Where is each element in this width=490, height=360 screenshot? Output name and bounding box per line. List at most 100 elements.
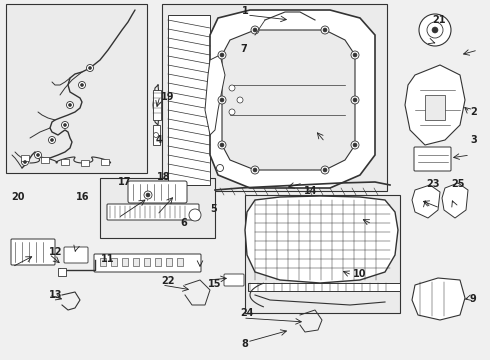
Polygon shape xyxy=(222,30,355,170)
Text: 7: 7 xyxy=(240,44,247,54)
Circle shape xyxy=(64,123,67,126)
Bar xyxy=(101,159,109,165)
Text: 17: 17 xyxy=(118,177,131,187)
Circle shape xyxy=(220,98,224,102)
Text: 8: 8 xyxy=(242,339,248,349)
FancyBboxPatch shape xyxy=(107,204,199,220)
Circle shape xyxy=(36,153,40,157)
Bar xyxy=(21,155,29,161)
Bar xyxy=(144,258,150,266)
Circle shape xyxy=(321,26,329,34)
Polygon shape xyxy=(168,15,210,185)
Circle shape xyxy=(353,98,357,102)
Circle shape xyxy=(218,96,226,104)
Circle shape xyxy=(89,67,92,69)
Bar xyxy=(111,258,117,266)
Polygon shape xyxy=(245,196,398,283)
Bar xyxy=(155,258,161,266)
Text: 5: 5 xyxy=(211,204,218,214)
Text: 4: 4 xyxy=(156,135,163,145)
Circle shape xyxy=(253,168,257,172)
Circle shape xyxy=(34,152,42,158)
Bar xyxy=(100,178,215,238)
Circle shape xyxy=(321,166,329,174)
Circle shape xyxy=(146,193,150,197)
Text: 10: 10 xyxy=(353,269,367,279)
Circle shape xyxy=(218,141,226,149)
Circle shape xyxy=(353,53,357,57)
Bar xyxy=(81,160,89,166)
Text: 6: 6 xyxy=(180,218,187,228)
Circle shape xyxy=(253,28,257,32)
Circle shape xyxy=(353,143,357,147)
Circle shape xyxy=(351,96,359,104)
Circle shape xyxy=(69,104,72,107)
FancyBboxPatch shape xyxy=(414,147,451,171)
Text: 2: 2 xyxy=(470,107,477,117)
Circle shape xyxy=(323,28,327,32)
Circle shape xyxy=(323,168,327,172)
Text: 19: 19 xyxy=(161,92,174,102)
Bar xyxy=(166,258,172,266)
Circle shape xyxy=(220,143,224,147)
Text: 9: 9 xyxy=(469,294,476,304)
Circle shape xyxy=(229,109,235,115)
Text: 18: 18 xyxy=(157,172,171,182)
Bar xyxy=(248,283,400,291)
Bar xyxy=(245,195,400,313)
Circle shape xyxy=(217,165,223,171)
Circle shape xyxy=(144,191,152,199)
FancyBboxPatch shape xyxy=(64,247,88,263)
Bar xyxy=(162,4,387,191)
Polygon shape xyxy=(205,55,225,135)
Text: 12: 12 xyxy=(49,247,63,257)
Circle shape xyxy=(251,26,259,34)
Text: 1: 1 xyxy=(242,6,248,16)
FancyBboxPatch shape xyxy=(128,181,187,203)
Circle shape xyxy=(49,136,55,144)
Bar xyxy=(61,159,69,165)
Text: 22: 22 xyxy=(162,276,175,286)
Text: 15: 15 xyxy=(208,279,222,289)
Circle shape xyxy=(153,132,158,138)
Bar xyxy=(177,258,183,266)
FancyBboxPatch shape xyxy=(224,274,244,286)
Circle shape xyxy=(78,81,85,89)
Circle shape xyxy=(251,166,259,174)
Text: 11: 11 xyxy=(100,254,114,264)
Bar xyxy=(153,90,161,120)
Text: 24: 24 xyxy=(240,308,254,318)
Circle shape xyxy=(419,14,451,46)
Circle shape xyxy=(351,51,359,59)
Bar xyxy=(153,125,160,145)
Circle shape xyxy=(87,64,94,72)
Circle shape xyxy=(50,139,53,141)
Circle shape xyxy=(237,97,243,103)
Text: 23: 23 xyxy=(426,179,440,189)
Bar xyxy=(425,95,445,120)
FancyBboxPatch shape xyxy=(11,239,55,265)
Circle shape xyxy=(62,122,69,129)
Bar xyxy=(41,157,49,163)
Bar xyxy=(58,268,66,276)
Circle shape xyxy=(189,209,201,221)
Polygon shape xyxy=(405,65,465,145)
Circle shape xyxy=(351,141,359,149)
Polygon shape xyxy=(412,185,440,218)
Bar xyxy=(100,258,106,266)
Text: 16: 16 xyxy=(76,192,90,202)
Circle shape xyxy=(24,161,26,163)
Polygon shape xyxy=(442,183,468,218)
Circle shape xyxy=(80,84,83,86)
Circle shape xyxy=(432,27,438,33)
Bar xyxy=(133,258,139,266)
FancyBboxPatch shape xyxy=(94,254,201,272)
Circle shape xyxy=(229,85,235,91)
Text: 21: 21 xyxy=(432,15,446,25)
Circle shape xyxy=(22,158,28,166)
Circle shape xyxy=(220,53,224,57)
Bar xyxy=(6,4,147,173)
Text: 20: 20 xyxy=(11,192,24,202)
Text: 13: 13 xyxy=(49,290,63,300)
Text: 25: 25 xyxy=(451,179,465,189)
